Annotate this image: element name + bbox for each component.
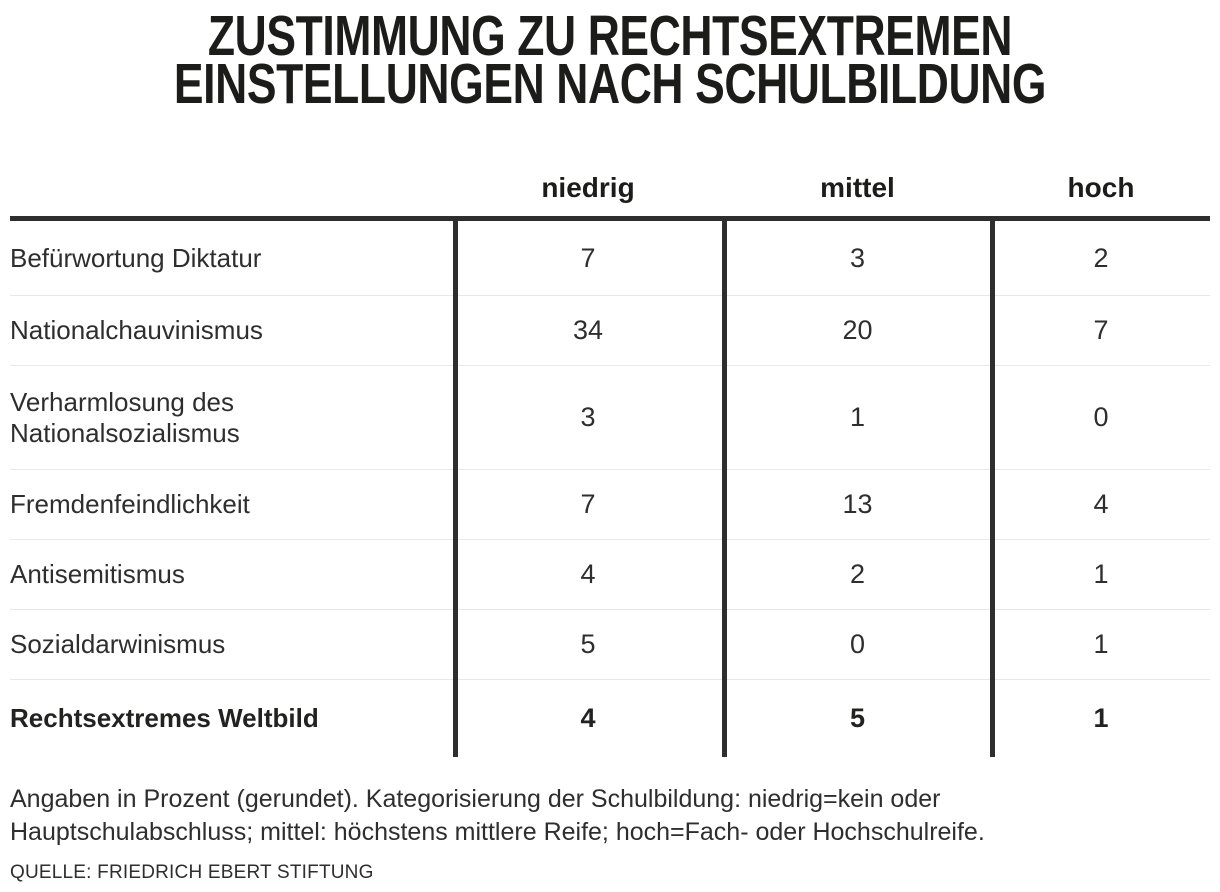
row-label: Befürwortung Diktatur — [10, 242, 262, 273]
header-spacer — [10, 166, 453, 216]
value-niedrig: 4 — [580, 559, 596, 589]
value-hoch: 1 — [1093, 559, 1109, 589]
column-divider-1 — [453, 221, 458, 757]
value-mittel: 13 — [842, 489, 873, 519]
table-row: Verharmlosung des Nationalsozialismus 3 … — [10, 366, 1210, 470]
source-credit: QUELLE: FRIEDRICH EBERT STIFTUNG — [10, 862, 374, 883]
column-divider-3 — [990, 221, 995, 757]
page-title: ZUSTIMMUNG ZU RECHTSEXTREMEN EINSTELLUNG… — [10, 4, 1210, 116]
value-niedrig: 3 — [580, 402, 596, 432]
value-mittel: 0 — [849, 629, 866, 659]
value-niedrig: 7 — [580, 489, 596, 519]
col-header-hoch: hoch — [1067, 172, 1135, 203]
table-row: Befürwortung Diktatur 7 3 2 — [10, 221, 1210, 296]
table-row: Sozialdarwinismus 5 0 1 — [10, 610, 1210, 680]
row-label: Verharmlosung des Nationalsozialismus — [10, 386, 240, 448]
col-header-mittel: mittel — [820, 172, 895, 203]
table-row: Nationalchauvinismus 34 20 7 — [10, 296, 1210, 366]
row-label: Antisemitismus — [10, 559, 185, 589]
data-table: Befürwortung Diktatur 7 3 2 Nationalchau… — [10, 216, 1210, 757]
value-hoch: 1 — [1093, 629, 1109, 659]
value-mittel: 1 — [849, 402, 866, 432]
title-line-1: ZUSTIMMUNG ZU RECHTSEXTREMEN — [207, 4, 1013, 68]
column-divider-2 — [722, 221, 727, 757]
col-header-niedrig: niedrig — [541, 172, 635, 203]
value-niedrig: 7 — [580, 242, 596, 273]
value-hoch: 4 — [1093, 489, 1109, 519]
value-hoch: 2 — [1093, 242, 1109, 273]
row-label: Rechtsextremes Weltbild — [10, 703, 319, 733]
value-mittel: 3 — [849, 242, 866, 273]
value-mittel: 5 — [849, 703, 866, 733]
value-hoch: 0 — [1093, 402, 1109, 432]
table-row: Fremdenfeindlichkeit 7 13 4 — [10, 470, 1210, 540]
value-hoch: 1 — [1093, 703, 1109, 733]
table-row-summary: Rechtsextremes Weltbild 4 5 1 — [10, 680, 1210, 757]
table-header: niedrig mittel hoch — [10, 166, 1210, 216]
footnote: Angaben in Prozent (gerundet). Kategoris… — [10, 783, 1210, 849]
value-hoch: 7 — [1093, 315, 1109, 345]
table-row: Antisemitismus 4 2 1 — [10, 540, 1210, 610]
row-label: Fremdenfeindlichkeit — [10, 489, 250, 519]
row-label: Nationalchauvinismus — [10, 315, 263, 345]
footnote-line-1: Angaben in Prozent (gerundet). Kategoris… — [10, 785, 941, 813]
value-niedrig: 5 — [580, 629, 596, 659]
footnote-line-2: Hauptschulabschluss; mittel: höchstens m… — [10, 818, 985, 846]
value-niedrig: 4 — [580, 703, 596, 733]
value-mittel: 20 — [842, 315, 873, 345]
value-niedrig: 34 — [572, 315, 604, 345]
value-mittel: 2 — [849, 559, 866, 589]
row-label: Sozialdarwinismus — [10, 629, 226, 659]
title-line-2: EINSTELLUNGEN NACH SCHULBILDUNG — [173, 52, 1047, 116]
